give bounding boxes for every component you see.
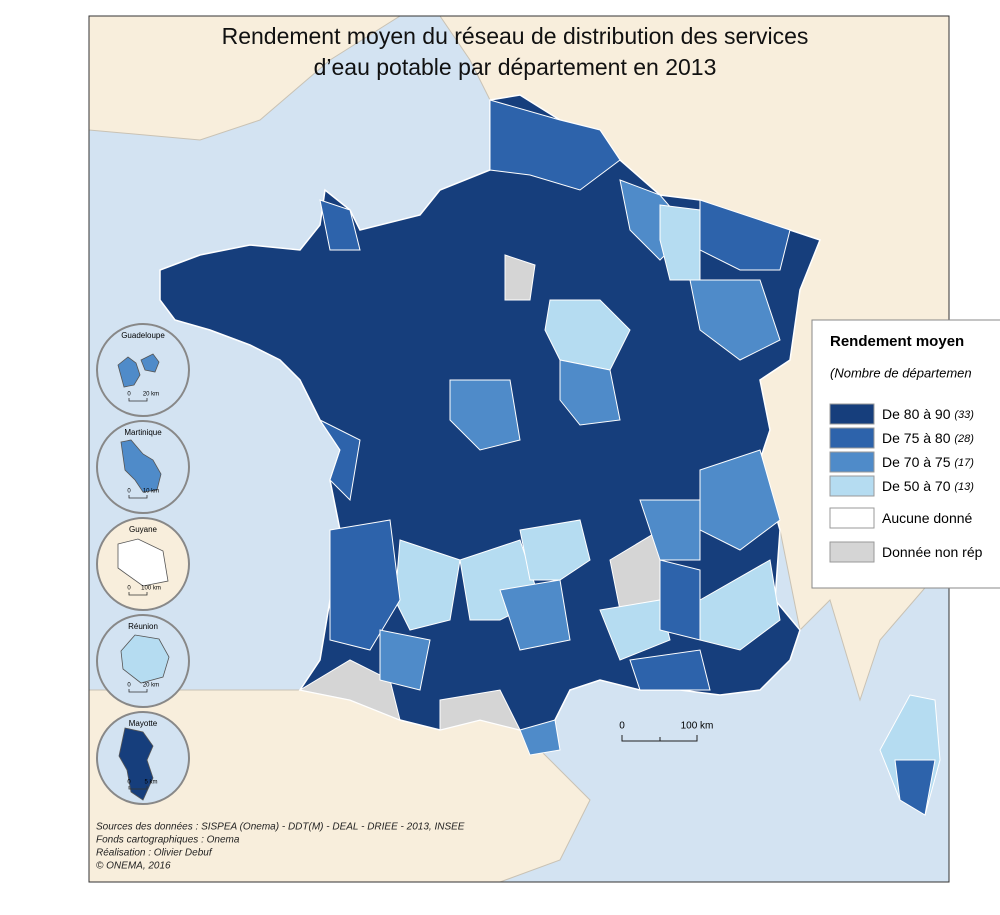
- legend-label: Donnée non rép: [882, 544, 983, 560]
- inset-scale-label: 20 km: [143, 683, 159, 689]
- title: Rendement moyen du réseau de distributio…: [222, 23, 809, 80]
- scale-label: 100 km: [681, 721, 714, 732]
- scale-line: [621, 735, 698, 742]
- legend-range: Donnée non rép: [882, 544, 983, 560]
- legend-count: (33): [954, 409, 974, 421]
- department: [519, 519, 591, 581]
- legend-swatch: [829, 475, 875, 497]
- department: [559, 359, 621, 426]
- inset: Martinique 0 10 km: [96, 420, 190, 514]
- legend-swatch: [829, 427, 875, 449]
- inset-island: [120, 439, 162, 493]
- inset-scale-label: 0: [127, 586, 131, 592]
- inset-circle: [96, 323, 190, 417]
- department: [439, 689, 521, 731]
- department: [629, 649, 711, 691]
- department: [499, 579, 571, 651]
- inset-name: Guyane: [129, 525, 158, 534]
- department: [489, 99, 621, 191]
- inset-scale-label: 0: [127, 489, 131, 495]
- legend-range: De 80 à 90: [882, 406, 951, 422]
- inset: Réunion 0 20 km: [96, 614, 190, 708]
- legend-count: (13): [954, 481, 974, 493]
- title-line: d’eau potable par département en 2013: [314, 54, 717, 80]
- department: [449, 379, 521, 451]
- inset-name: Mayotte: [129, 719, 158, 728]
- inset: Guadeloupe 0 20 km: [96, 323, 190, 417]
- inset-scale: [128, 398, 148, 402]
- inset-scale: [128, 495, 148, 499]
- department: [318, 418, 361, 502]
- department: [504, 254, 536, 301]
- legend-swatch: [829, 451, 875, 473]
- source-line: Sources des données : SISPEA (Onema) - D…: [96, 822, 465, 833]
- inset-scale-label: 100 km: [141, 586, 161, 592]
- legend-label: Aucune donné: [882, 510, 973, 526]
- department: [519, 719, 561, 756]
- england: [89, 16, 401, 141]
- inset-scale-label: 10 km: [143, 489, 159, 495]
- legend-subtitle: (Nombre de départemen: [830, 365, 972, 380]
- inset-scale-label: 0: [127, 392, 131, 398]
- department: [319, 199, 361, 251]
- inset-scale-label: 5 km: [144, 780, 157, 786]
- legend-swatch: [829, 507, 875, 529]
- source-line: Réalisation : Olivier Debuf: [96, 848, 213, 859]
- inset-name: Martinique: [124, 428, 162, 437]
- legend-label: De 70 à 75 (17): [882, 454, 974, 470]
- inset-scale: [128, 689, 148, 693]
- corsica-south: [894, 759, 936, 816]
- department: [379, 629, 431, 691]
- legend-swatch: [829, 541, 875, 563]
- legend-label: De 75 à 80 (28): [882, 430, 974, 446]
- sources: Sources des données : SISPEA (Onema) - D…: [96, 822, 465, 872]
- legend-label: De 80 à 90 (33): [882, 406, 974, 422]
- source-line: © ONEMA, 2016: [96, 861, 171, 872]
- legend-title: Rendement moyen: [830, 333, 964, 350]
- department: [699, 199, 791, 271]
- department: [659, 559, 701, 641]
- departments: [298, 99, 791, 756]
- inset-island: [118, 727, 154, 801]
- inset-island: [117, 538, 169, 587]
- inset-scale-label: 0: [127, 780, 131, 786]
- source-line: Fonds cartographiques : Onema: [96, 835, 240, 846]
- insets: Guadeloupe 0 20 km Martinique 0 10 km Guyane 0 1…: [96, 323, 190, 805]
- inset-scale: [128, 786, 148, 790]
- department: [689, 279, 781, 361]
- legend: Rendement moyen (Nombre de départemen De…: [811, 319, 1000, 589]
- inset-island: [117, 353, 160, 388]
- legend-range: De 75 à 80: [882, 430, 951, 446]
- inset: Mayotte 0 5 km: [96, 711, 190, 805]
- legend-count: (17): [954, 457, 974, 469]
- legend-range: Aucune donné: [882, 510, 973, 526]
- inset: Guyane 0 100 km: [96, 517, 190, 611]
- department: [329, 519, 401, 651]
- legend-range: De 70 à 75: [882, 454, 951, 470]
- inset-island: [120, 634, 170, 684]
- legend-label: De 50 à 70 (13): [882, 478, 974, 494]
- inset-scale: [128, 592, 148, 596]
- department: [599, 599, 671, 661]
- inset-name: Guadeloupe: [121, 331, 165, 340]
- inset-name: Réunion: [128, 622, 158, 631]
- legend-swatch: [829, 403, 875, 425]
- title-line: Rendement moyen du réseau de distributio…: [222, 23, 809, 49]
- department: [639, 499, 701, 561]
- department: [298, 659, 401, 721]
- legend-count: (28): [954, 433, 974, 445]
- scale-label: 0: [619, 721, 625, 732]
- scale-bar: 0 100 km: [619, 721, 714, 742]
- inset-scale-label: 0: [127, 683, 131, 689]
- inset-scale-label: 20 km: [143, 392, 159, 398]
- department: [659, 204, 701, 281]
- legend-range: De 50 à 70: [882, 478, 951, 494]
